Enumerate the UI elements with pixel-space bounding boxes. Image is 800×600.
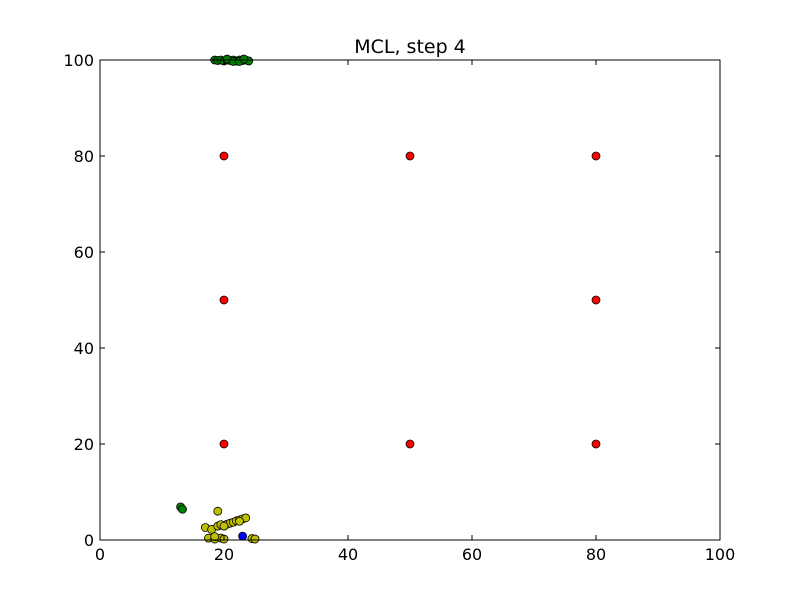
data-point-s0-5 — [219, 439, 229, 449]
y-tick-label-20: 20 — [74, 435, 94, 454]
data-point-s0-3 — [219, 295, 229, 305]
data-point-s1-19 — [235, 516, 244, 526]
data-point-s0-6 — [405, 439, 415, 449]
y-tick-label-60: 60 — [74, 243, 94, 262]
chart-title: MCL, step 4 — [354, 36, 466, 58]
x-tick-label-100: 100 — [705, 545, 736, 564]
data-point-s1-0 — [213, 506, 223, 516]
data-point-s1-20 — [219, 521, 229, 531]
data-point-s0-7 — [591, 439, 601, 449]
x-tick-label-20: 20 — [214, 545, 234, 564]
x-tick-label-40: 40 — [338, 545, 358, 564]
data-point-s0-1 — [405, 151, 415, 161]
data-point-s0-0 — [219, 151, 229, 161]
y-tick-label-100: 100 — [63, 51, 94, 70]
data-point-s1-18 — [250, 534, 260, 544]
data-point-s2-1 — [178, 504, 187, 514]
plot-frame — [99, 59, 721, 541]
data-points — [176, 54, 601, 544]
y-tick-label-80: 80 — [74, 147, 94, 166]
y-tick-label-40: 40 — [74, 339, 94, 358]
axis-ticks: 0 20 40 60 80 100 0 20 40 60 80 100 — [63, 51, 735, 564]
x-tick-label-0: 0 — [95, 545, 105, 564]
data-point-s0-2 — [591, 151, 601, 161]
y-tick-label-0: 0 — [84, 531, 94, 550]
data-point-s0-4 — [591, 295, 601, 305]
data-point-s1-16 — [210, 532, 220, 542]
data-point-s3-0 — [238, 531, 248, 541]
x-tick-label-80: 80 — [586, 545, 606, 564]
data-point-s2-17 — [239, 54, 249, 64]
x-tick-label-60: 60 — [462, 545, 482, 564]
